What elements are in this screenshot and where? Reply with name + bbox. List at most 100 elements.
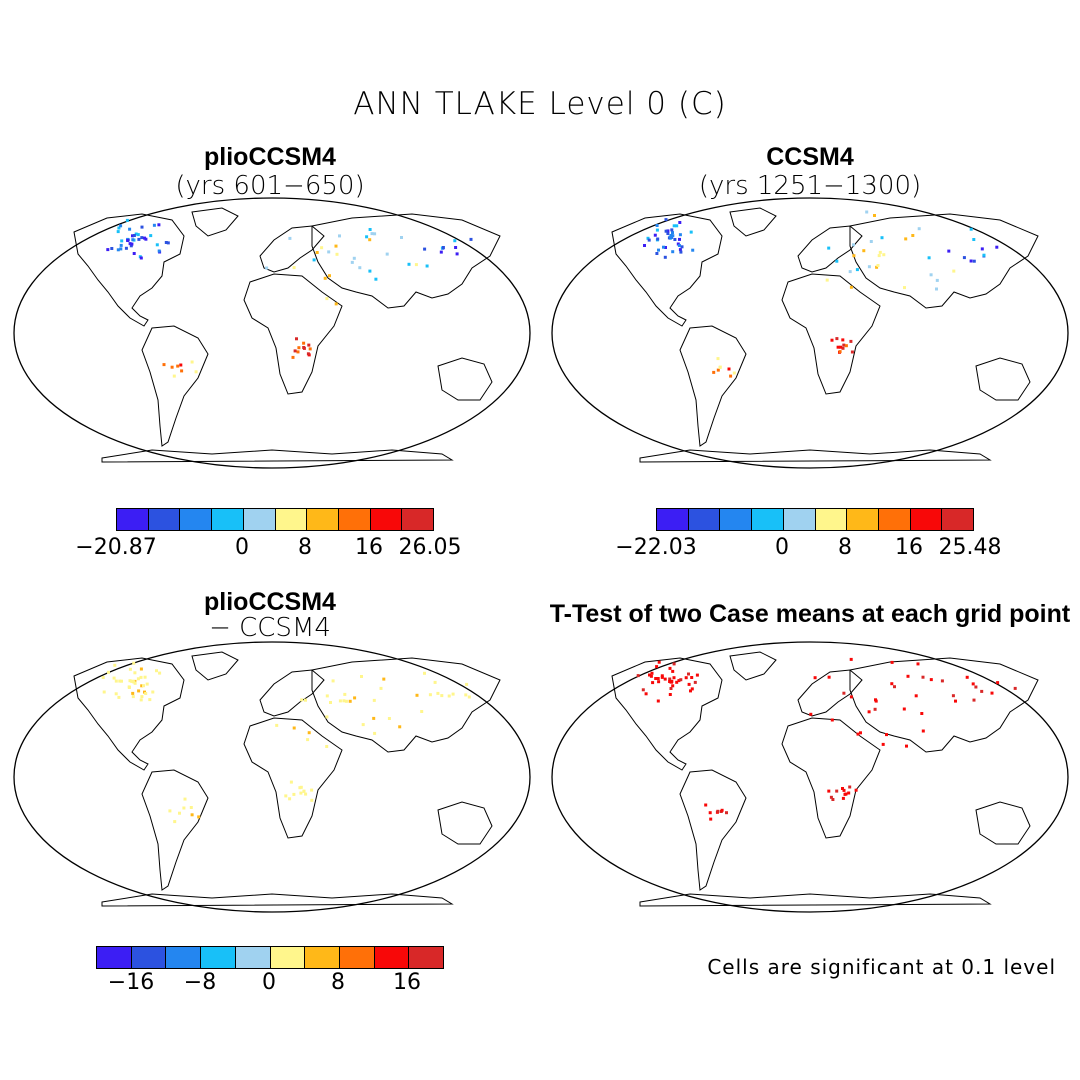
grid-cell <box>140 684 144 688</box>
coastline <box>191 651 239 681</box>
grid-cell <box>921 729 925 733</box>
grid-cell <box>372 698 376 702</box>
grid-cell <box>292 792 296 796</box>
grid-cell <box>668 677 672 681</box>
grid-cell <box>136 233 140 237</box>
cb1-tick-1: −20.87 <box>75 535 157 560</box>
grid-cell <box>194 370 198 374</box>
grid-cell <box>972 698 976 702</box>
grid-cell <box>284 794 288 798</box>
grid-cell <box>368 228 372 231</box>
grid-cell <box>841 796 845 800</box>
coastline <box>797 225 863 273</box>
grid-cell <box>835 259 839 263</box>
grid-cell <box>151 690 155 694</box>
grid-cell <box>869 240 873 243</box>
colorbar-swatch <box>688 509 721 530</box>
grid-cell <box>334 244 338 248</box>
grid-cell <box>687 672 690 676</box>
grid-cell <box>848 270 852 274</box>
grid-cell <box>140 236 144 240</box>
grid-cell <box>671 684 675 688</box>
grid-cell <box>365 235 369 239</box>
colorbar-swatch <box>275 509 308 530</box>
grid-cell <box>867 710 871 714</box>
grid-cell <box>173 820 177 824</box>
grid-cell <box>144 237 148 241</box>
grid-cell <box>990 691 994 695</box>
coastline <box>101 893 454 907</box>
grid-cell <box>296 350 300 354</box>
grid-cell <box>467 695 471 699</box>
grid-cell <box>304 698 307 702</box>
coastline <box>611 213 723 327</box>
grid-cell <box>439 250 443 254</box>
colorbar-swatch <box>657 509 689 530</box>
grid-cell <box>876 264 880 267</box>
grid-cell <box>120 239 124 243</box>
coastline <box>243 273 343 395</box>
grid-cell <box>126 239 130 242</box>
grid-cell <box>673 238 677 241</box>
grid-cell <box>155 669 158 673</box>
grid-cell <box>916 662 920 666</box>
grid-cell <box>859 731 862 735</box>
grid-cell <box>335 252 339 256</box>
grid-cell <box>940 679 944 683</box>
grid-cell <box>671 231 674 235</box>
grid-cell <box>308 347 312 351</box>
grid-cell <box>852 254 856 258</box>
grid-cell <box>677 679 681 683</box>
grid-cell <box>952 269 956 273</box>
panel-title-top-right: CCSM4 <box>766 143 854 171</box>
grid-cell <box>137 237 141 241</box>
colorbar-swatch <box>117 509 149 530</box>
significance-note: Cells are significant at 0.1 level <box>707 955 1056 979</box>
cb3-tick-2: −8 <box>183 970 217 995</box>
coastline <box>259 225 325 273</box>
grid-cell <box>689 689 692 693</box>
grid-cell <box>660 674 664 678</box>
colorbar-top-right <box>656 508 974 531</box>
grid-cell <box>825 278 829 282</box>
cb1-tick-3: 8 <box>298 535 312 560</box>
grid-cell <box>190 360 194 364</box>
grid-cell <box>873 214 876 217</box>
colorbar-swatch <box>374 947 410 968</box>
grid-cell <box>678 221 682 224</box>
grid-cell <box>935 287 938 291</box>
grid-cell <box>152 223 156 227</box>
colorbar-swatch <box>409 947 444 968</box>
cb2-tick-1: −22.03 <box>615 535 697 560</box>
grid-cell <box>142 684 145 688</box>
grid-cell <box>675 680 679 684</box>
coastline <box>101 449 454 463</box>
grid-cell <box>929 678 933 682</box>
grid-cell <box>128 227 132 231</box>
grid-cell <box>830 338 834 342</box>
grid-cell <box>148 698 152 702</box>
grid-cell <box>398 725 402 729</box>
grid-cell <box>865 210 869 214</box>
grid-cell <box>664 218 668 222</box>
grid-cell <box>124 246 128 250</box>
grid-cell <box>668 666 672 670</box>
grid-cell <box>387 717 391 720</box>
grid-cell <box>288 236 292 240</box>
grid-cell <box>352 256 356 260</box>
grid-cell <box>690 687 694 691</box>
grid-cell <box>704 803 708 807</box>
cb3-tick-4: 8 <box>331 970 345 995</box>
grid-cell <box>302 789 306 793</box>
grid-cell <box>323 276 327 280</box>
colorbar-swatch <box>201 947 236 968</box>
grid-cell <box>917 227 921 231</box>
colorbar-swatch <box>402 509 434 530</box>
cb1-tick-4: 16 <box>355 535 383 560</box>
grid-cell <box>862 249 866 253</box>
grid-cell <box>906 674 910 678</box>
panel-subtitle-bottom-left: − CCSM4 <box>209 613 331 643</box>
grid-cell <box>453 239 457 243</box>
grid-cell <box>678 237 681 241</box>
grid-cell <box>854 788 858 792</box>
